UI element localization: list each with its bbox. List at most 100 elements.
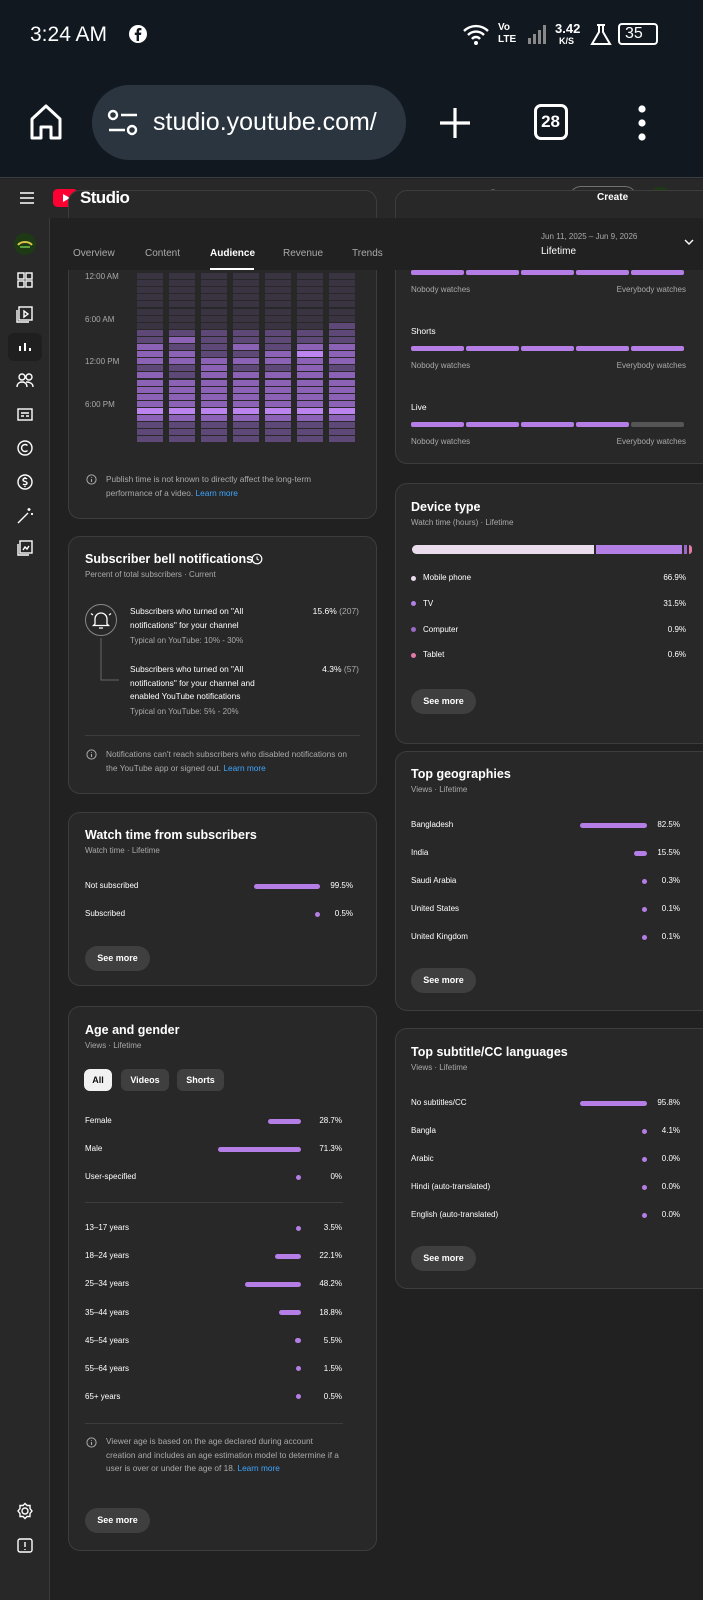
heatmap-cell <box>169 280 195 287</box>
bar <box>296 1366 301 1371</box>
heatmap-cell <box>201 280 227 287</box>
filter-chip[interactable]: All <box>84 1069 112 1091</box>
see-more-button[interactable]: See more <box>85 946 150 971</box>
heatmap-cell <box>137 322 163 329</box>
heatmap-cell <box>329 436 355 443</box>
see-more-button[interactable]: See more <box>411 689 476 714</box>
row-label: India <box>411 848 429 858</box>
row-label: 65+ years <box>85 1391 121 1401</box>
see-more-button[interactable]: See more <box>411 1246 476 1271</box>
heatmap-cell <box>265 393 291 400</box>
heatmap-cell <box>297 280 323 287</box>
heatmap-cell <box>201 400 227 407</box>
bar <box>315 911 320 917</box>
heatmap-cell <box>297 400 323 407</box>
legend-value: 66.9% <box>663 573 686 583</box>
filter-chip[interactable]: Videos <box>121 1069 169 1091</box>
tabs-button[interactable] <box>534 104 568 140</box>
value-label: 18.8% <box>319 1307 342 1317</box>
note: Notifications can't reach subscribers wh… <box>106 748 351 775</box>
retention-segment <box>576 346 629 351</box>
heatmap-cell <box>265 351 291 358</box>
row-label: User-specified <box>85 1172 137 1182</box>
heatmap-cell <box>169 379 195 386</box>
age-gender-card <box>68 1006 377 1551</box>
heatmap-cell <box>169 294 195 301</box>
learn-more-link[interactable]: Learn more <box>237 1463 280 1473</box>
heatmap-cell <box>233 372 259 379</box>
value-label: 48.2% <box>319 1279 342 1289</box>
bar <box>244 1281 301 1287</box>
heatmap-cell <box>265 386 291 393</box>
tab[interactable]: Revenue <box>283 248 324 259</box>
menu-button[interactable] <box>634 104 650 142</box>
heatmap-cell <box>233 365 259 372</box>
site-settings-icon[interactable] <box>106 108 140 138</box>
value-label: 5.5% <box>323 1335 342 1345</box>
heatmap-cell <box>297 422 323 429</box>
device-segment <box>683 545 687 554</box>
heatmap-cell <box>137 336 163 343</box>
filter-chip[interactable]: Shorts <box>177 1069 224 1091</box>
value-label: 4.1% <box>661 1126 680 1136</box>
heatmap-cell <box>169 301 195 308</box>
heatmap-cell <box>329 429 355 436</box>
heatmap-cell <box>169 358 195 365</box>
heatmap-cell <box>169 315 195 322</box>
heatmap-cell <box>201 415 227 421</box>
sidebar-bottom-icons[interactable] <box>15 1502 35 1556</box>
heatmap-cell <box>137 379 163 386</box>
create-label: Create <box>597 192 629 203</box>
new-tab-button[interactable] <box>438 106 472 140</box>
value-label: 22.1% <box>319 1251 342 1261</box>
bar <box>642 1212 647 1218</box>
heatmap-cell <box>329 280 355 287</box>
learn-more-link[interactable]: Learn more <box>195 487 238 498</box>
heatmap-cell <box>329 273 355 279</box>
heatmap-cell <box>329 308 355 315</box>
learn-more-link[interactable]: Learn more <box>223 762 266 773</box>
tab[interactable]: Overview <box>73 248 115 259</box>
tab[interactable]: Trends <box>352 248 383 259</box>
network-type: LTE <box>498 34 517 45</box>
heatmap-row-label: 12:00 AM <box>85 272 119 282</box>
heatmap-cell <box>329 294 355 301</box>
see-more-button[interactable]: See more <box>85 1508 150 1533</box>
card-title: Top subtitle/CC languages <box>411 1044 568 1059</box>
heatmap-cell <box>169 386 195 393</box>
heatmap-cell <box>201 422 227 429</box>
channel-avatar[interactable] <box>14 233 36 255</box>
info-icon <box>86 474 97 485</box>
heatmap-cell <box>137 344 163 350</box>
heatmap-cell <box>169 336 195 343</box>
bar <box>642 934 647 940</box>
row-label: 35–44 years <box>85 1307 130 1317</box>
heatmap-cell <box>169 415 195 421</box>
heatmap-cell <box>297 358 323 365</box>
row-label: Bangladesh <box>411 820 454 830</box>
value-label: 0.5% <box>334 909 353 919</box>
date-dropdown[interactable] <box>684 238 694 246</box>
value-label: 99.5% <box>330 881 353 891</box>
heatmap-cell <box>265 415 291 421</box>
tab[interactable]: Content <box>145 248 181 259</box>
network-type: Vo <box>498 22 511 33</box>
tab[interactable]: Audience <box>210 248 256 259</box>
heatmap-cell <box>137 436 163 443</box>
bar <box>642 878 647 884</box>
see-more-button[interactable]: See more <box>411 968 476 993</box>
hamburger-button[interactable] <box>19 191 35 205</box>
value-label: 3.5% <box>323 1223 342 1233</box>
tab-count: 28 <box>541 111 560 131</box>
battery-icon <box>618 23 658 45</box>
heatmap-cell <box>329 379 355 386</box>
url-bar[interactable] <box>92 85 406 160</box>
sidebar-nav-icons[interactable] <box>15 270 35 560</box>
heatmap-cell <box>329 415 355 421</box>
heatmap-cell <box>265 294 291 301</box>
heatmap-cell <box>201 386 227 393</box>
heatmap-cell <box>169 393 195 400</box>
heatmap-cell <box>329 301 355 308</box>
home-button[interactable] <box>28 102 64 142</box>
heatmap-cell <box>137 358 163 365</box>
